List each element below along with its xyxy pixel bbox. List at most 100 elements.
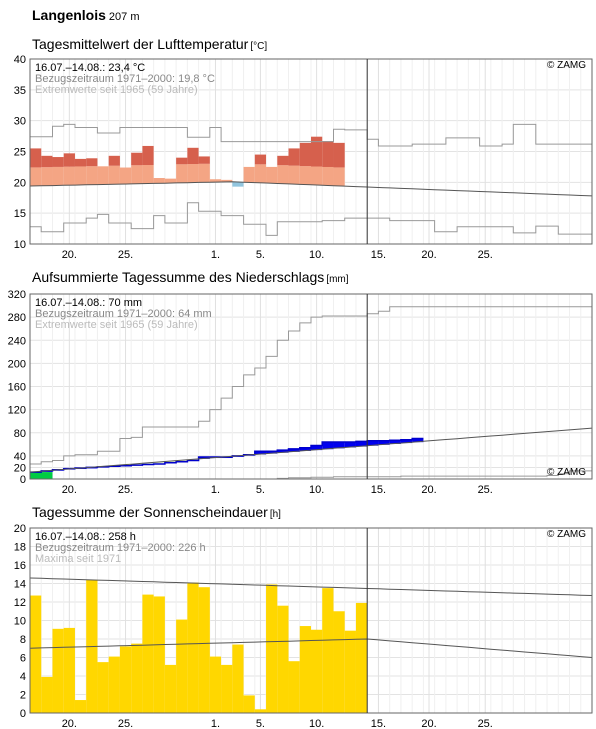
temp-anomaly-bar-hot: [108, 155, 120, 166]
temp-frame: [29, 58, 593, 245]
precip-ytick-label: 320: [8, 289, 26, 301]
sun-bar: [52, 628, 64, 713]
precip-surplus-bar: [254, 451, 267, 455]
temp-anomaly-bar-hot: [52, 157, 64, 167]
precip-surplus-bar: [344, 442, 356, 448]
precip-ytick-label: 240: [8, 335, 26, 347]
temp-anomaly-bar: [142, 165, 154, 184]
temp-anomaly-bar-hot: [187, 147, 199, 165]
precip-surplus-bar: [266, 451, 278, 454]
sun-info-line: Bezugszeitraum 1971–2000: 226 h: [35, 542, 206, 554]
sun-xtick-label: 1.: [211, 718, 220, 729]
temp-anomaly-bar: [63, 166, 75, 186]
temp-extreme-max-line: [30, 123, 592, 147]
temperature-title-text: Tagesmittelwert der Lufttemperatur: [32, 36, 249, 52]
precip-surplus-bar: [367, 440, 379, 446]
sun-bar: [288, 661, 300, 713]
temp-xtick-label: 25.: [478, 249, 493, 261]
temp-ytick-label: 10: [14, 239, 26, 251]
precip-surplus-bar: [333, 442, 345, 449]
sun-copyright: © ZAMG: [547, 529, 586, 540]
temp-anomaly-bar-hot: [288, 148, 300, 166]
sun-bar: [311, 629, 323, 713]
precip-xtick-label: 20.: [62, 484, 77, 496]
sun-bar: [232, 644, 244, 713]
temp-anomaly-bar: [221, 179, 233, 182]
sun-info-line: Maxima seit 1971: [35, 553, 121, 565]
sun-xtick-label: 10.: [309, 718, 324, 729]
temp-ytick-label: 35: [14, 85, 26, 97]
temp-extreme-min-line: [30, 202, 592, 236]
temp-ytick-label: 20: [14, 177, 26, 189]
temp-anomaly-bar-hot: [322, 141, 334, 167]
sun-xtick-label: 5.: [256, 718, 265, 729]
temp-anomaly-bar: [198, 163, 210, 183]
precip-copyright: © ZAMG: [547, 467, 586, 478]
sun-bar: [355, 602, 368, 713]
temp-anomaly-bar: [176, 164, 188, 183]
precip-ytick-label: 120: [8, 405, 26, 417]
precipitation-unit: [mm]: [326, 274, 349, 285]
temp-anomaly-bar-hot: [142, 145, 154, 166]
sun-bar: [108, 656, 120, 713]
precip-xtick-label: 10.: [309, 484, 324, 496]
sun-ytick-label: 2: [20, 690, 26, 702]
sun-bar: [344, 630, 356, 713]
temp-xtick-label: 15.: [371, 249, 386, 261]
precip-surplus-bar: [311, 445, 323, 451]
sun-ytick-label: 4: [20, 671, 26, 683]
sunshine-unit: [h]: [269, 509, 281, 520]
station-header: Langenlois 207 m: [32, 7, 139, 23]
temp-xtick-label: 5.: [256, 249, 265, 261]
sun-ytick-label: 20: [14, 523, 26, 535]
temp-anomaly-bar: [299, 166, 311, 185]
station-elevation: 207 m: [108, 11, 140, 23]
temp-anomaly-bar: [119, 167, 132, 184]
temp-anomaly-bar-hot: [277, 155, 289, 166]
temp-anomaly-bar-hot: [333, 142, 345, 168]
sun-ytick-label: 12: [14, 597, 26, 609]
temp-anomaly-bar: [311, 166, 323, 186]
temp-anomaly-bar: [41, 167, 53, 186]
temp-xtick-label: 10.: [309, 249, 324, 261]
sun-bar: [243, 695, 255, 713]
temp-anomaly-bar-hot: [198, 156, 210, 164]
precip-ytick-label: 0: [20, 474, 26, 486]
precip-xtick-label: 15.: [371, 484, 386, 496]
precip-ytick-label: 160: [8, 382, 26, 394]
temp-anomaly-bar: [30, 167, 42, 186]
temp-anomaly-bar: [153, 178, 165, 184]
precip-xtick-label: 20.: [421, 484, 436, 496]
temp-copyright: © ZAMG: [547, 60, 586, 71]
temp-anomaly-bar: [97, 166, 109, 185]
temp-climate-mean-line: [29, 181, 593, 197]
precip-climate-line: [29, 427, 593, 473]
precip-ytick-label: 40: [14, 451, 26, 463]
temp-anomaly-bar: [333, 167, 345, 186]
temp-xtick-label: 1.: [211, 249, 220, 261]
precip-extreme-max-line: [30, 306, 592, 465]
sun-bar: [30, 595, 42, 713]
precip-ytick-label: 280: [8, 312, 26, 324]
precip-info-line: 16.07.–14.08.: 70 mm: [35, 297, 142, 309]
temp-anomaly-bar-hot: [30, 148, 42, 168]
temp-anomaly-bar: [243, 166, 255, 183]
precip-surplus-bar: [412, 438, 424, 443]
sun-bar: [41, 676, 53, 713]
sun-bar: [221, 664, 233, 713]
temp-anomaly-bar: [266, 166, 278, 184]
precip-surplus-bar: [355, 441, 368, 447]
sun-bar: [333, 611, 345, 713]
sun-bar: [97, 662, 109, 713]
sun-maxima-line: [29, 577, 593, 596]
sun-bar: [198, 587, 210, 713]
temp-anomaly-bar: [86, 166, 98, 185]
temp-anomaly-bar: [187, 164, 199, 183]
temp-info-line: Extremwerte seit 1965 (59 Jahre): [35, 84, 198, 96]
sun-bar: [63, 627, 75, 713]
temp-ytick-label: 15: [14, 208, 26, 220]
temp-anomaly-bar-cool: [232, 181, 244, 187]
sun-bar: [187, 582, 199, 713]
